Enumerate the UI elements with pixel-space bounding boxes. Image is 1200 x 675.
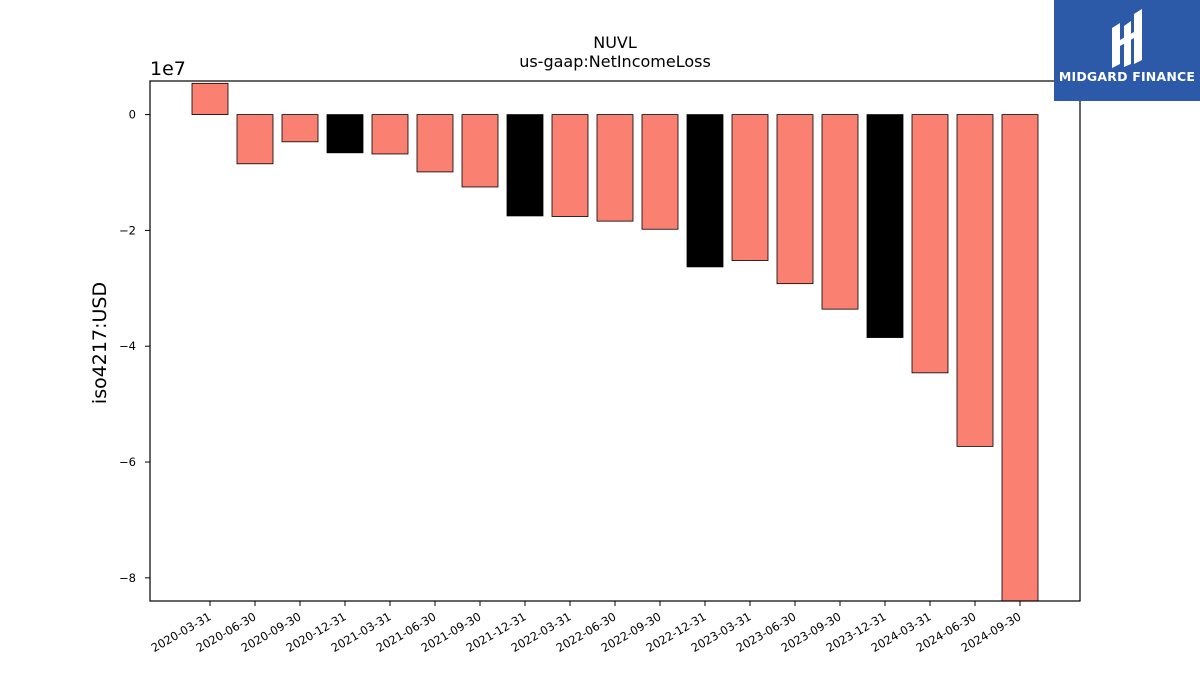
bar-2021-03-31 [371, 114, 409, 155]
y-tick-label: −6 [119, 455, 136, 469]
bar-2023-12-31 [866, 114, 904, 338]
bar-2022-06-30 [596, 114, 634, 222]
bar-2022-09-30 [641, 114, 679, 230]
bar-2023-03-31 [731, 114, 769, 261]
bars-group [191, 82, 1039, 602]
bar-2020-09-30 [281, 114, 319, 143]
bar-2021-12-31 [506, 114, 544, 217]
bar-2024-06-30 [956, 114, 994, 447]
bar-2023-06-30 [776, 114, 814, 285]
bar-2022-12-31 [686, 114, 724, 268]
y-offset-label: 1e7 [150, 58, 186, 80]
plot-frame [149, 80, 1081, 602]
x-ticks-group: 2020-03-312020-06-302020-09-302020-12-31… [149, 601, 1024, 655]
logo-text: MIDGARD FINANCE [1058, 69, 1196, 84]
chart-subtitle: us-gaap:NetIncomeLoss [519, 52, 711, 71]
y-axis-label: iso4217:USD [89, 282, 111, 404]
bar-2020-06-30 [236, 114, 274, 165]
bar-2020-03-31 [191, 82, 229, 115]
bar-2024-09-30 [1001, 114, 1039, 602]
chart-title: NUVL [593, 33, 637, 52]
bar-2020-12-31 [326, 114, 364, 154]
bar-2021-06-30 [416, 114, 454, 173]
bar-2021-09-30 [461, 114, 499, 188]
y-tick-label: 0 [129, 108, 136, 122]
y-ticks-group: 0 −2 −4 −6 −8 [119, 108, 150, 585]
logo-mark-icon [1112, 9, 1142, 68]
y-tick-label: −2 [119, 223, 136, 237]
y-tick-label: −8 [119, 571, 136, 585]
midgard-finance-logo: MIDGARD FINANCE [1054, 0, 1200, 101]
bar-2024-03-31 [911, 114, 949, 374]
y-tick-label: −4 [119, 339, 136, 353]
bar-2023-09-30 [821, 114, 859, 310]
bar-2022-03-31 [551, 114, 589, 217]
